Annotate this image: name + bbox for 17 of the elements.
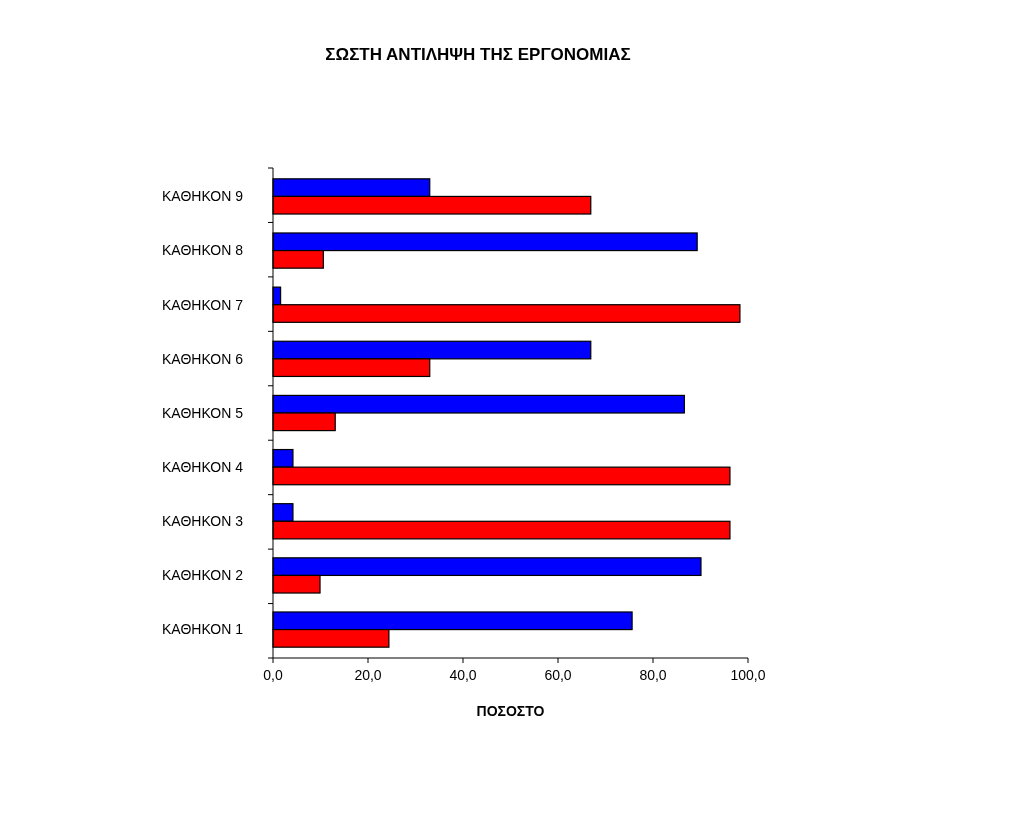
y-tick-label: ΚΑΘΗΚΟΝ 7 xyxy=(162,296,244,313)
chart-title: ΣΩΣΤΗ ΑΝΤΙΛΗΨΗ ΤΗΣ ΕΡΓΟΝΟΜΙΑΣ xyxy=(325,45,631,64)
y-tick-label: ΚΑΘΗΚΟΝ 5 xyxy=(162,404,244,421)
x-tick-label: 20,0 xyxy=(354,667,382,683)
y-tick-label: ΚΑΘΗΚΟΝ 1 xyxy=(162,621,244,638)
y-tick-label: ΚΑΘΗΚΟΝ 9 xyxy=(162,188,244,205)
x-tick-label: 40,0 xyxy=(449,667,477,683)
y-tick-label: ΚΑΘΗΚΟΝ 8 xyxy=(162,242,244,259)
x-tick-label: 100,0 xyxy=(730,667,766,683)
y-tick-label: ΚΑΘΗΚΟΝ 2 xyxy=(162,567,244,584)
y-tick-label: ΚΑΘΗΚΟΝ 6 xyxy=(162,350,244,367)
x-tick-label: 0,0 xyxy=(263,667,283,683)
x-tick-label: 80,0 xyxy=(639,667,667,683)
y-tick-label: ΚΑΘΗΚΟΝ 3 xyxy=(162,513,244,530)
x-axis-title: ΠΟΣΟΣΤΟ xyxy=(476,703,545,719)
y-tick-label: ΚΑΘΗΚΟΝ 4 xyxy=(162,459,244,476)
x-tick-label: 60,0 xyxy=(544,667,572,683)
